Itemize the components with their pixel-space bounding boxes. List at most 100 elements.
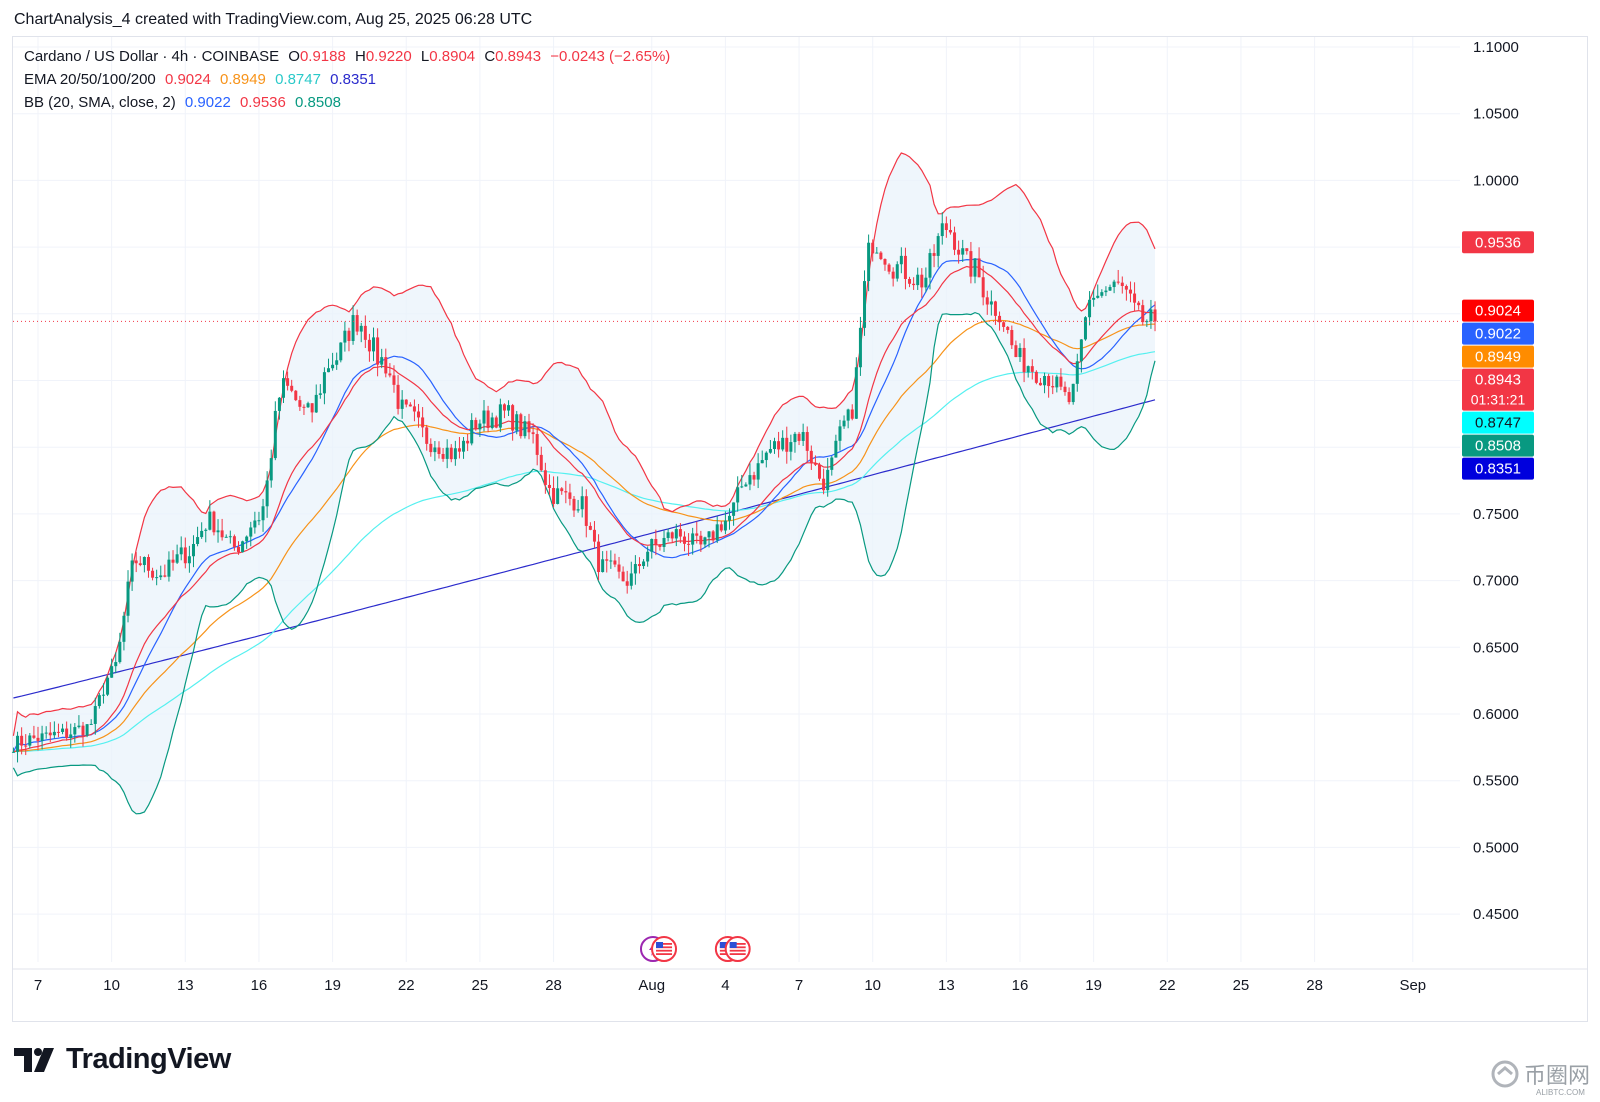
legend-bb-basis-value: 0.9022 — [184, 94, 231, 111]
candle-body — [1014, 345, 1018, 358]
tradingview-logo[interactable]: TradingView — [14, 1043, 231, 1076]
candle-body — [498, 404, 502, 428]
price-badge — [1462, 345, 1534, 368]
y-tick-label: 1.0000 — [1473, 172, 1519, 189]
candle-body — [175, 554, 179, 563]
candle-body — [752, 475, 756, 480]
candle-body — [286, 378, 290, 386]
candle-body — [1034, 371, 1038, 383]
price-badge-text: 0.8351 — [1475, 461, 1521, 478]
candle-body — [81, 725, 85, 736]
candle-body — [920, 274, 924, 288]
candle-body — [957, 249, 961, 255]
candle-body — [204, 529, 208, 531]
candle-body — [822, 478, 826, 491]
candle-body — [69, 734, 73, 738]
candle-body — [797, 433, 801, 441]
candle-body — [961, 248, 965, 255]
candle-body — [678, 529, 682, 537]
x-tick-label: 19 — [1085, 977, 1102, 994]
x-tick-label: 28 — [1306, 977, 1323, 994]
y-tick-label: 0.7500 — [1473, 506, 1519, 523]
candle-body — [437, 447, 441, 454]
candle-body — [592, 529, 596, 542]
candle-body — [1006, 326, 1010, 331]
candle-body — [1059, 376, 1063, 387]
candle-body — [257, 520, 261, 522]
price-badge-text: 0.8747 — [1475, 415, 1521, 432]
candle-body — [895, 264, 899, 279]
candle-body — [93, 706, 97, 724]
candle-body — [48, 732, 52, 736]
chart-frame[interactable] — [12, 36, 1588, 1022]
candle-body — [879, 252, 883, 260]
candle-body — [556, 488, 560, 504]
candle-body — [1137, 302, 1141, 306]
candle-body — [1043, 376, 1047, 386]
candle-body — [1120, 282, 1124, 287]
candle-body — [453, 448, 457, 460]
candle-body — [830, 457, 834, 470]
candle-body — [388, 373, 392, 376]
candle-body — [940, 223, 944, 237]
candle-body — [633, 564, 637, 574]
candle-body — [52, 731, 56, 736]
candle-body — [605, 559, 609, 561]
price-chart[interactable]: 1.10001.05001.00000.95000.90000.85000.80… — [0, 0, 1600, 1030]
candle-body — [617, 564, 621, 572]
tradingview-logo-icon — [14, 1047, 54, 1072]
candle-body — [646, 551, 650, 562]
candle-body — [339, 342, 343, 361]
candle-body — [56, 731, 60, 733]
candle-body — [515, 414, 519, 431]
candle-body — [867, 242, 871, 282]
candle-body — [138, 563, 142, 566]
bb-upper-line — [12, 152, 1156, 736]
candle-body — [801, 432, 805, 441]
us-flag-icon[interactable] — [724, 936, 751, 962]
candle-body — [674, 529, 678, 539]
candle-body — [883, 259, 887, 265]
candle-body — [273, 410, 277, 459]
x-tick-label: 28 — [545, 977, 562, 994]
candle-body — [715, 524, 719, 541]
x-tick-label: Aug — [638, 977, 665, 994]
legend-close-label: C — [484, 48, 496, 65]
candle-body — [187, 556, 191, 564]
candle-body — [818, 464, 822, 479]
candle-body — [171, 559, 175, 563]
flag-stripe — [656, 943, 673, 945]
candle-body — [711, 531, 715, 541]
price-badge-text: 0.9536 — [1475, 234, 1521, 251]
x-tick-label: 13 — [177, 977, 194, 994]
y-tick-label: 0.5500 — [1473, 773, 1519, 790]
candle-body — [77, 725, 81, 728]
candle-body — [355, 315, 359, 332]
candle-body — [208, 511, 212, 530]
legend-change: −0.0243 (−2.65%) — [550, 48, 671, 65]
candle-body — [777, 441, 781, 450]
candle-body — [478, 423, 482, 430]
flag-stripe — [656, 949, 673, 952]
candle-body — [691, 533, 695, 545]
candle-body — [40, 733, 44, 741]
x-tick-label: 16 — [1012, 977, 1029, 994]
candle-body — [470, 420, 474, 444]
candle-body — [433, 447, 437, 453]
candle-body — [826, 469, 830, 491]
candle-body — [122, 615, 126, 642]
candle-body — [331, 364, 335, 369]
candle-body — [588, 525, 592, 530]
x-tick-label: 25 — [1233, 977, 1250, 994]
candle-body — [290, 385, 294, 391]
candle-body — [924, 277, 928, 288]
flag-canton — [656, 942, 664, 948]
candle-body — [756, 463, 760, 480]
candle-body — [854, 367, 858, 419]
candle-body — [302, 406, 306, 408]
candle-body — [523, 421, 527, 437]
watermark: 币圈网 — [1490, 1058, 1590, 1090]
legend-low-label: L — [420, 48, 430, 65]
us-flag-icon[interactable] — [651, 936, 678, 962]
candle-body — [789, 442, 793, 452]
